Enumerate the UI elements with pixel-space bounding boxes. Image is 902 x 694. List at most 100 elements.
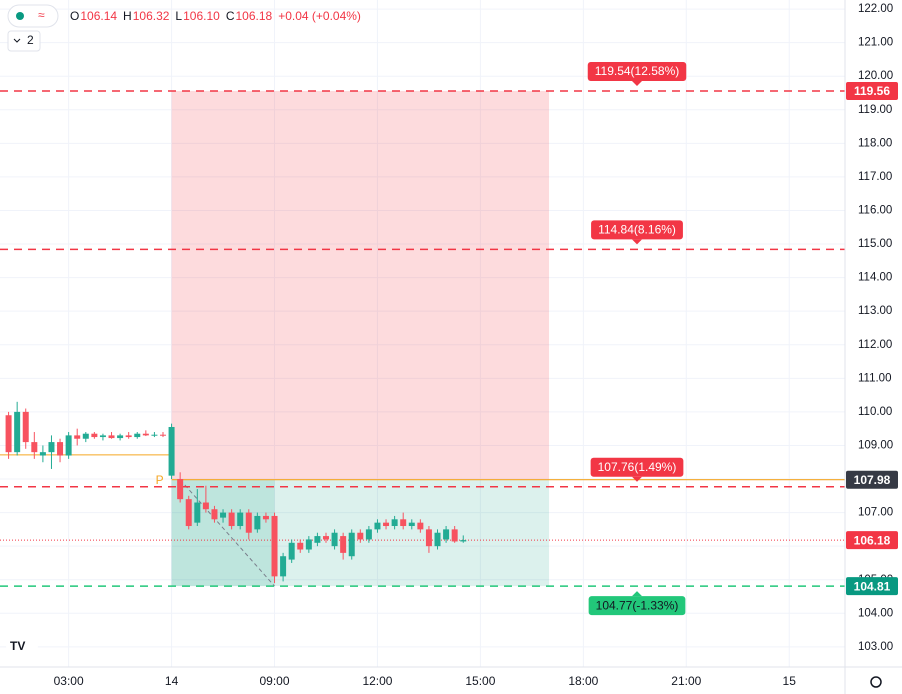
status-dot [16, 12, 24, 20]
legend-value: 106.10 [183, 9, 220, 23]
logo: TV [10, 639, 25, 653]
x-tick-label: 12:00 [362, 674, 392, 688]
level-label-pointer [632, 591, 642, 597]
candles [5, 401, 467, 584]
level-label-pointer [632, 476, 642, 482]
x-tick-label: 14 [165, 674, 179, 688]
candle-body [460, 540, 467, 542]
candle-body [151, 434, 158, 436]
candle-body [5, 415, 12, 453]
x-tick-label: 09:00 [260, 674, 290, 688]
y-tick-label: 114.00 [858, 272, 892, 284]
level-label: 114.84(8.16%) [598, 223, 676, 237]
candle-body [271, 515, 278, 577]
candle-body [202, 502, 209, 510]
candle-body [245, 512, 252, 533]
level-label: 119.54(12.58%) [595, 64, 680, 78]
y-tick-label: 122.00 [858, 3, 893, 15]
y-tick-label: 110.00 [858, 406, 892, 418]
level-label-box [587, 61, 687, 81]
candle-body [159, 434, 166, 436]
price-tag [846, 531, 898, 550]
candle-body [305, 539, 312, 550]
candle-body [117, 435, 124, 439]
candle-body [220, 512, 227, 518]
levels: 119.54(12.58%) 114.84(8.16%) 107.76(1.49%)… [0, 61, 845, 616]
price-tag-label: 107.98 [854, 473, 891, 487]
candle-body [262, 515, 269, 520]
candle-body [134, 433, 141, 438]
legend-value: 106.32 [133, 9, 170, 23]
candle-body [168, 426, 175, 476]
price-tag-label: 106.18 [854, 533, 891, 547]
y-tick-label: 103.00 [858, 641, 893, 653]
candle-body [434, 532, 441, 547]
price-tag [846, 577, 898, 596]
y-tick-label: 104.00 [858, 607, 893, 619]
x-tick-label: 18:00 [568, 674, 598, 688]
y-tick-label: 113.00 [858, 305, 892, 317]
price-tag [846, 470, 898, 489]
candle-body [451, 529, 458, 542]
candle-body [383, 522, 390, 527]
candle-body [99, 435, 106, 438]
y-tick-label: 119.00 [858, 104, 892, 116]
legend-key: C [226, 9, 235, 23]
trade-path [179, 479, 275, 587]
candle-body [374, 522, 381, 530]
candle-body [108, 435, 115, 439]
candle-body [31, 442, 38, 453]
candle-body [280, 556, 287, 577]
level-label-pointer [632, 239, 642, 245]
level-label: 104.77(-1.33%) [596, 598, 679, 612]
legend-key: H [123, 9, 132, 23]
candle-body [57, 442, 64, 456]
prev-close-label: P [156, 473, 164, 487]
y-tick-label: 116.00 [858, 205, 892, 217]
candle-body [365, 529, 372, 540]
candle-body [331, 532, 338, 547]
y-tick-label: 107.00 [858, 507, 893, 519]
candle-body [48, 442, 55, 453]
candle-body [185, 499, 192, 527]
legend-key: L [175, 9, 182, 23]
x-tick-label: 03:00 [54, 674, 84, 688]
candle-body [322, 536, 329, 540]
candle-body [82, 433, 89, 439]
x-tick-label: 15 [783, 674, 797, 688]
candle-body [348, 532, 355, 557]
price-tag-label: 104.81 [854, 579, 891, 593]
status-icon: ≈ [38, 8, 45, 22]
legend: O 106.14 H 106.32 L 106.10 C 106.18 +0.04 (+0.04… [70, 9, 361, 23]
candle-body [408, 522, 415, 527]
position-zones: P [0, 90, 845, 587]
candle-body [91, 433, 98, 438]
indicator-toggle[interactable] [7, 30, 41, 52]
legend-value: 106.18 [235, 9, 272, 23]
level-label-box [588, 596, 686, 616]
candle-body [254, 515, 261, 530]
candle-body [357, 532, 364, 540]
logo-background[interactable] [6, 632, 38, 660]
legend-value: 106.14 [80, 9, 117, 23]
x-tick-label: 15:00 [465, 674, 495, 688]
axes: 103.00104.00105.00106.00107.00108.00109.… [54, 3, 898, 688]
level-label-pointer [632, 80, 642, 86]
candle-body [39, 452, 46, 456]
y-tick-label: 120.00 [858, 70, 893, 82]
price-tag-label: 119.56 [854, 84, 890, 98]
status-pill[interactable] [7, 4, 59, 28]
settings-icon[interactable] [870, 676, 882, 688]
candle-body [314, 536, 321, 543]
candle-body [65, 435, 72, 456]
candle-body [142, 433, 149, 436]
stop-zone [171, 90, 550, 480]
y-tick-label: 118.00 [858, 137, 892, 149]
y-tick-label: 111.00 [858, 372, 891, 384]
candle-body [211, 509, 218, 520]
x-tick-label: 21:00 [671, 674, 701, 688]
candle-body [125, 435, 132, 438]
indicator-count: 2 [27, 33, 34, 47]
